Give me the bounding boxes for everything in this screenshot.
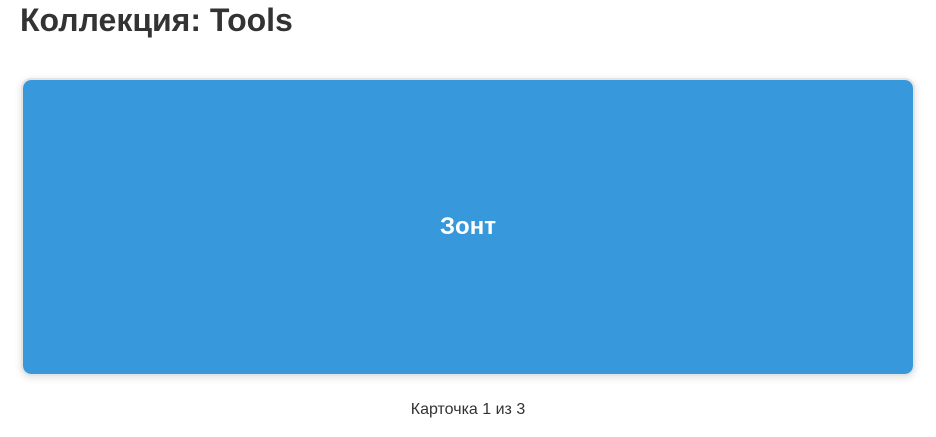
flashcard-text: Зонт bbox=[440, 213, 496, 240]
page-title: Коллекция: Tools bbox=[20, 2, 293, 38]
flashcard-face[interactable]: Зонт bbox=[23, 80, 913, 374]
card-counter: Карточка 1 из 3 bbox=[410, 401, 526, 418]
flashcard[interactable]: Зонт bbox=[21, 78, 915, 376]
